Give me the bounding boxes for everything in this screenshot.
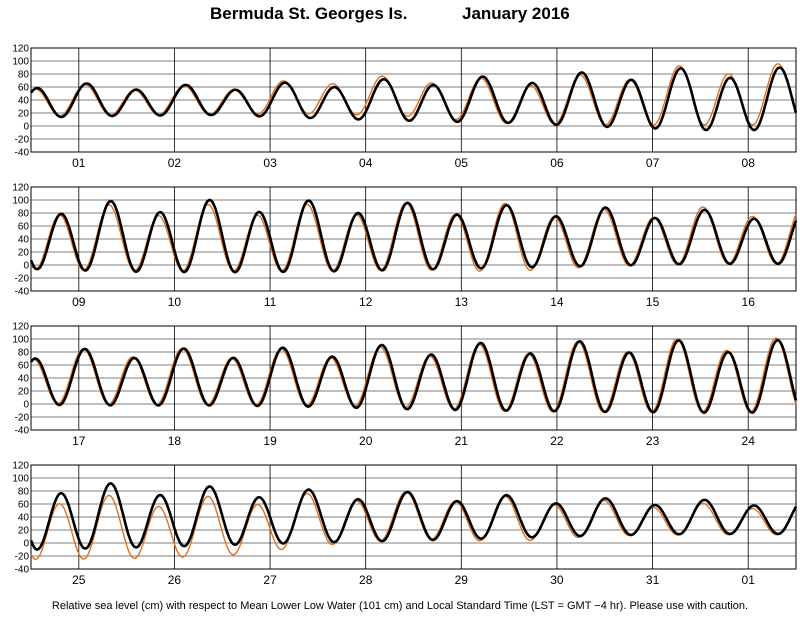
y-tick-label: 60: [18, 361, 30, 372]
y-tick-label: -40: [15, 287, 30, 298]
x-tick-label: 16: [742, 295, 756, 309]
x-tick-label: 15: [646, 295, 660, 309]
x-tick-label: 01: [742, 573, 756, 587]
y-tick-label: 120: [12, 461, 29, 472]
x-tick-label: 11: [264, 295, 277, 309]
y-tick-label: 0: [23, 400, 29, 411]
y-tick-label: -40: [15, 426, 30, 437]
x-tick-label: 26: [168, 573, 182, 587]
y-tick-label: 40: [18, 513, 30, 524]
y-tick-label: -40: [15, 565, 30, 576]
y-tick-label: -20: [15, 135, 30, 146]
chart-title-station: Bermuda St. Georges Is.: [210, 4, 408, 23]
y-tick-label: 40: [18, 235, 30, 246]
x-tick-label: 25: [72, 573, 86, 587]
x-tick-label: 29: [455, 573, 469, 587]
y-tick-label: 20: [18, 526, 30, 537]
y-tick-label: 40: [18, 374, 30, 385]
observed-series-line: [30, 202, 797, 272]
footer-note: Relative sea level (cm) with respect to …: [51, 600, 749, 612]
panel-3: -40 -20 0 20 40 60 80 100 120 17 18 19 20 21 22 23 24: [12, 322, 798, 448]
y-tick-label: 60: [18, 83, 30, 94]
chart-title-month: January 2016: [462, 4, 570, 23]
y-tick-label: 20: [18, 248, 30, 259]
y-tick-label: 100: [12, 335, 29, 346]
y-tick-label: 20: [18, 109, 30, 120]
x-tick-label: 17: [72, 434, 86, 448]
y-tick-label: -20: [15, 274, 30, 285]
x-tick-label: 09: [72, 295, 86, 309]
y-tick-label: 100: [12, 57, 29, 68]
x-tick-label: 02: [168, 156, 182, 170]
y-tick-label: 0: [23, 539, 29, 550]
x-tick-label: 21: [455, 434, 469, 448]
y-tick-label: 100: [12, 196, 29, 207]
predicted-series-line: [29, 482, 798, 551]
x-tick-label: 05: [455, 156, 469, 170]
x-tick-label: 08: [742, 156, 756, 170]
x-tick-label: 12: [359, 295, 373, 309]
x-tick-label: 23: [646, 434, 660, 448]
y-tick-label: -20: [15, 413, 30, 424]
x-tick-label: 18: [168, 434, 182, 448]
y-tick-label: 120: [12, 183, 29, 194]
y-tick-label: 60: [18, 222, 30, 233]
x-tick-label: 01: [72, 156, 86, 170]
x-tick-label: 04: [359, 156, 373, 170]
panel-1: -40 -20 0 20 40 60 80 100 120 01 02 03 04 05 06 07 08: [12, 44, 798, 170]
y-tick-label: 80: [18, 348, 30, 359]
x-tick-label: 22: [550, 434, 564, 448]
x-tick-label: 31: [646, 573, 660, 587]
x-tick-label: 28: [359, 573, 373, 587]
predicted-series-line: [29, 198, 798, 274]
y-tick-label: 80: [18, 209, 30, 220]
predicted-series-line: [29, 66, 798, 132]
x-tick-label: 13: [455, 295, 469, 309]
y-tick-label: 0: [23, 261, 29, 272]
y-tick-label: 60: [18, 500, 30, 511]
x-tick-label: 06: [550, 156, 564, 170]
y-tick-label: -40: [15, 148, 30, 159]
y-tick-label: -20: [15, 552, 30, 563]
x-tick-label: 10: [168, 295, 182, 309]
y-tick-label: 120: [12, 44, 29, 55]
y-tick-label: 80: [18, 487, 30, 498]
x-tick-label: 14: [550, 295, 564, 309]
x-tick-label: 27: [263, 573, 277, 587]
predicted-series-line: [29, 338, 798, 414]
observed-series-line: [30, 337, 797, 413]
x-tick-label: 30: [550, 573, 564, 587]
x-tick-label: 07: [646, 156, 660, 170]
y-tick-label: 40: [18, 96, 30, 107]
x-tick-label: 20: [359, 434, 373, 448]
panel-2: -40 -20 0 20 40 60 80 100 120 09 10 11 12 13 14 15 16: [12, 183, 798, 309]
y-tick-label: 20: [18, 387, 30, 398]
y-tick-label: 100: [12, 474, 29, 485]
x-tick-label: 19: [263, 434, 277, 448]
x-tick-label: 03: [263, 156, 277, 170]
panel-4: -40 -20 0 20 40 60 80 100 120 25 26 27 28 29 30 31 01: [12, 461, 798, 587]
y-tick-label: 80: [18, 70, 30, 81]
y-tick-label: 0: [23, 122, 29, 133]
x-tick-label: 24: [742, 434, 756, 448]
y-tick-label: 120: [12, 322, 29, 333]
observed-series-line: [30, 63, 797, 126]
